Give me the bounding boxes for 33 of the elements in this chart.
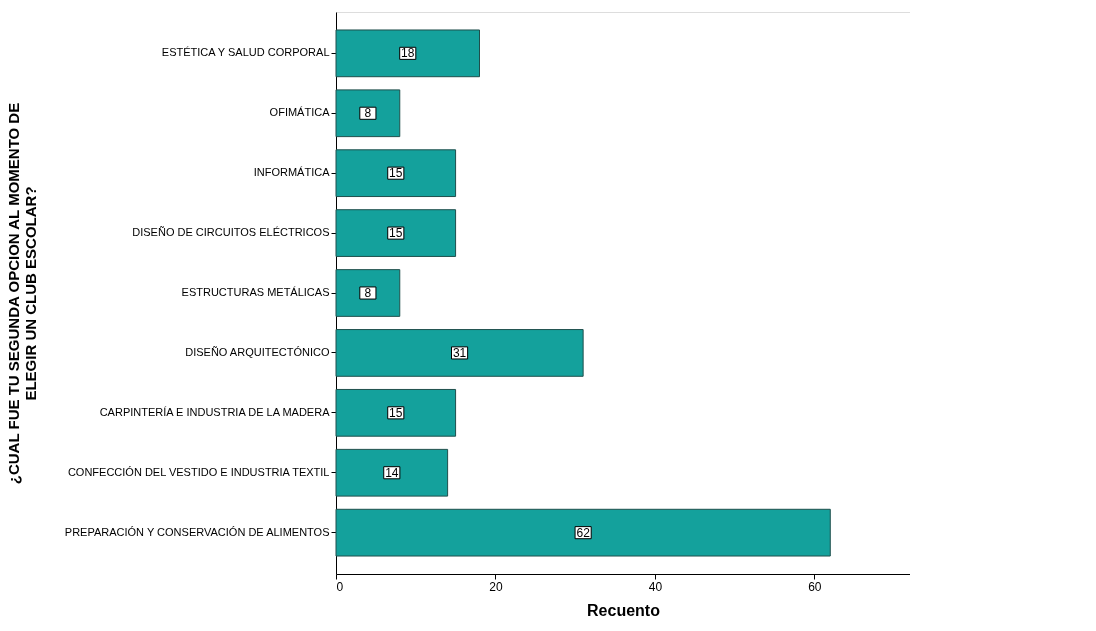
- data-label: 62: [576, 525, 591, 540]
- bar: [335, 29, 480, 78]
- data-label: 15: [389, 166, 403, 181]
- x-tick-label: 20: [489, 579, 503, 594]
- y-tick-label: DISEÑO ARQUITECTÓNICO: [185, 345, 330, 358]
- bar: [335, 149, 457, 198]
- y-tick-label: INFORMÁTICA: [253, 166, 331, 179]
- bar: [335, 269, 401, 317]
- y-tick-label: PREPARACIÓN Y CONSERVACIÓN DE ALIMENTOS: [64, 525, 330, 538]
- data-label: 8: [364, 286, 372, 300]
- data-label: 18: [401, 46, 415, 61]
- y-axis-title: ¿CUAL FUE TU SEGUNDA OPCION AL MOMENTO DE ELEGIR UN CLUB ESCOLAR?: [4, 102, 39, 485]
- x-tick-label: 40: [648, 579, 663, 594]
- bar: [335, 209, 457, 257]
- data-label: 8: [364, 106, 372, 121]
- y-tick-label: OFIMÁTICA: [269, 106, 331, 119]
- y-tick-label: ESTÉTICA Y SALUD CORPORAL: [161, 46, 330, 59]
- y-tick-label: CARPINTERÍA E INDUSTRIA DE LA MADERA: [99, 405, 331, 418]
- bar: [335, 89, 401, 138]
- bar: [335, 448, 449, 497]
- x-axis-title: Recuento: [587, 601, 661, 619]
- data-label: 15: [389, 405, 403, 420]
- bar: [335, 388, 457, 437]
- data-label: 15: [389, 226, 403, 241]
- data-label: 14: [385, 465, 399, 480]
- y-tick-label: CONFECCIÓN DEL VESTIDO E INDUSTRIA TEXTIL: [67, 465, 330, 478]
- y-tick-label: DISEÑO DE CIRCUITOS ELÉCTRICOS: [132, 226, 330, 239]
- bar: [335, 508, 831, 557]
- x-tick-label: 0: [336, 579, 344, 594]
- bar: [335, 329, 584, 377]
- data-label: 31: [452, 345, 467, 360]
- x-tick-label: 60: [808, 579, 822, 594]
- y-tick-label: ESTRUCTURAS METÁLICAS: [181, 286, 330, 298]
